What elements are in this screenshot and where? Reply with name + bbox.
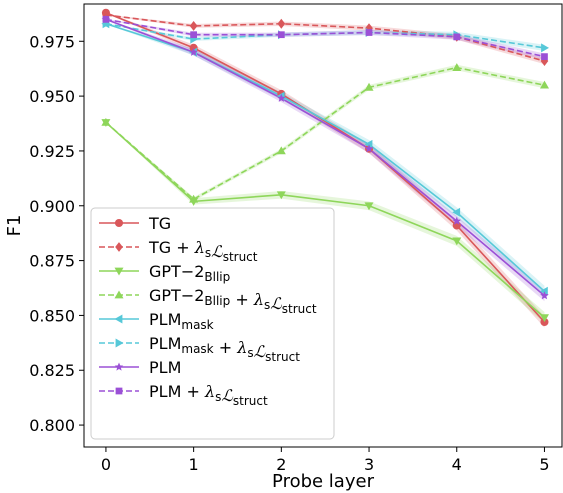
- data-point: [452, 207, 461, 217]
- y-axis-label: F1: [4, 215, 25, 237]
- data-point: [452, 237, 462, 246]
- data-point: [277, 93, 286, 102]
- data-point: [452, 216, 461, 225]
- axis-ticks: 0 1 2 3 4 5 0.800 0.825 0.850 0.875 0.900 0.925 0.95…: [29, 32, 549, 474]
- data-point: [541, 43, 549, 53]
- series-line: [105, 66, 545, 200]
- series-line: [105, 18, 545, 297]
- data-point: [540, 314, 549, 323]
- legend-label: PLMmask: [149, 310, 214, 332]
- y-tick-label: 0.850: [29, 306, 75, 325]
- legend-box: [90, 207, 335, 440]
- y-tick-label: 0.825: [29, 361, 75, 380]
- x-tick-label: 1: [189, 455, 199, 474]
- data-point: [541, 53, 548, 61]
- legend-marker: [115, 338, 124, 348]
- data-point: [540, 80, 549, 89]
- y-tick-label: 0.925: [29, 142, 75, 161]
- data-point: [101, 117, 111, 126]
- data-point: [189, 47, 198, 56]
- x-tick-label: 5: [539, 455, 549, 474]
- legend-label: TG + λsℒstruct: [148, 238, 258, 264]
- data-point: [364, 202, 374, 211]
- x-tick-label: 0: [101, 455, 111, 474]
- data-point: [277, 31, 285, 39]
- confidence-band: [105, 64, 545, 202]
- data-point: [365, 29, 373, 36]
- legend-marker: [115, 387, 123, 395]
- series-line: [105, 14, 545, 62]
- data-point: [189, 21, 198, 31]
- legend-marker: [114, 362, 124, 371]
- data-point: [190, 31, 198, 39]
- data-point: [364, 144, 374, 153]
- series-markers: [101, 8, 549, 327]
- legend-label: PLM + λsℒstruct: [149, 382, 268, 408]
- plot-frame: [83, 3, 563, 448]
- data-point: [452, 63, 462, 71]
- confidence-band: [105, 14, 545, 65]
- legend-marker: [115, 242, 123, 252]
- y-tick-label: 0.975: [29, 32, 75, 51]
- series-line: [105, 121, 545, 319]
- data-point: [540, 291, 549, 300]
- data-point: [364, 82, 374, 91]
- data-point: [540, 286, 548, 296]
- x-axis-label: Probe layer: [272, 471, 375, 492]
- legend-marker: [114, 314, 123, 324]
- y-tick-label: 0.875: [29, 252, 75, 271]
- y-tick-label: 0.800: [29, 416, 75, 435]
- legend-marker: [114, 218, 124, 228]
- data-point: [189, 194, 199, 203]
- legend-label: GPT−2Bllip + λsℒstruct: [149, 286, 317, 316]
- series-line: [105, 18, 545, 58]
- data-point: [277, 18, 286, 29]
- y-tick-label: 0.900: [29, 197, 75, 216]
- legend-label: TG: [148, 214, 171, 233]
- x-tick-label: 4: [452, 455, 462, 474]
- legend-marker: [114, 290, 124, 299]
- data-point: [102, 15, 110, 23]
- data-point: [453, 33, 461, 41]
- data-point: [364, 139, 373, 149]
- legend-marker: [114, 267, 124, 276]
- x-tick-label: 2: [276, 455, 286, 474]
- legend-label: GPT−2Bllip: [149, 262, 230, 284]
- y-tick-label: 0.950: [29, 87, 75, 106]
- legend-label: PLM: [149, 358, 181, 377]
- legend-label: PLMmask + λsℒstruct: [149, 334, 300, 364]
- series-lines: [105, 12, 546, 323]
- data-point: [276, 146, 286, 155]
- data-point: [276, 191, 286, 200]
- x-tick-label: 3: [364, 455, 374, 474]
- series-line: [105, 12, 546, 323]
